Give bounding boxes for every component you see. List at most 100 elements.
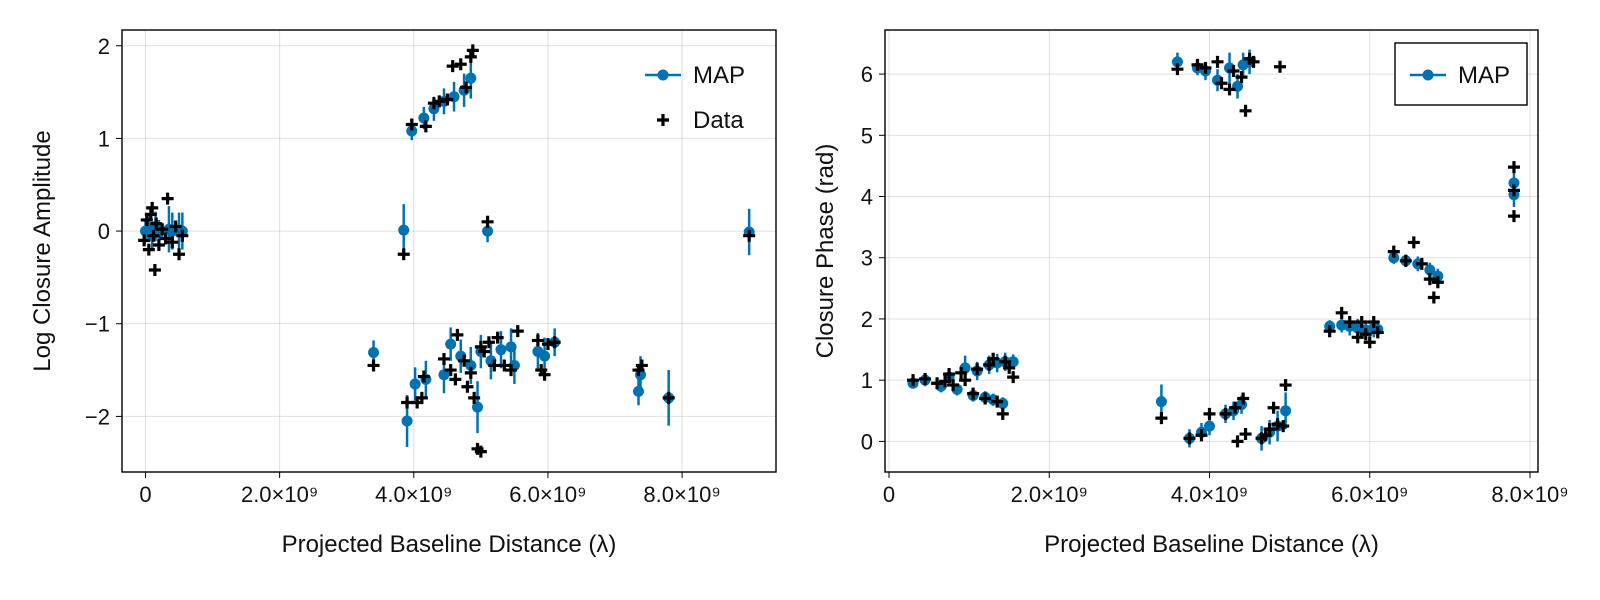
data-point <box>1367 316 1380 329</box>
data-point <box>1229 401 1242 414</box>
y-tick-label: −1 <box>85 312 110 337</box>
data-point <box>152 238 165 251</box>
data-point <box>491 331 504 344</box>
data-point <box>959 374 972 387</box>
data-point <box>1235 71 1248 84</box>
data-point <box>1215 77 1228 90</box>
y-tick-label: 2 <box>98 34 110 59</box>
data-point <box>991 395 1004 408</box>
data-point <box>401 396 414 409</box>
legend-circle-marker <box>1422 69 1434 81</box>
map-point <box>438 369 450 381</box>
x-tick-label: 0 <box>139 482 151 507</box>
data-point <box>1003 361 1016 374</box>
data-point <box>451 328 464 341</box>
data-point <box>662 391 675 404</box>
map-point <box>1388 252 1400 264</box>
map-point <box>418 112 430 124</box>
data-point <box>478 345 491 358</box>
data-point <box>148 263 161 276</box>
data-point <box>156 223 169 236</box>
data-point <box>1279 379 1292 392</box>
map-point <box>1155 396 1167 408</box>
map-point <box>401 415 413 427</box>
data-point <box>488 359 501 372</box>
data-point <box>464 366 477 379</box>
data-point <box>1507 161 1520 174</box>
data-point <box>367 359 380 372</box>
legend-circle-marker <box>657 69 669 81</box>
legend: MAP <box>1394 42 1528 106</box>
map-point <box>539 350 551 362</box>
data-point <box>1507 184 1520 197</box>
plot-frame <box>884 29 1539 473</box>
map-point <box>1171 56 1183 68</box>
data-point <box>419 120 432 133</box>
y-tick-label: 4 <box>861 185 873 210</box>
data-point <box>1191 58 1204 71</box>
data-point <box>999 355 1012 368</box>
data-point <box>1323 325 1336 338</box>
y-tick-label: 5 <box>861 123 873 148</box>
data-point <box>415 391 428 404</box>
data-point <box>511 325 524 338</box>
legend-label: MAP <box>693 62 745 89</box>
data-point <box>1351 331 1364 344</box>
data-point <box>1223 83 1236 96</box>
data-point <box>505 364 518 377</box>
data-point <box>1007 371 1020 384</box>
data-point <box>1335 306 1348 319</box>
data-point <box>955 366 968 379</box>
data-point <box>1259 429 1272 442</box>
y-tick-label: 1 <box>861 368 873 393</box>
map-point <box>1424 264 1436 276</box>
series-data <box>907 52 1520 448</box>
x-tick-label: 4.0×10⁹ <box>1171 482 1248 507</box>
data-point <box>983 358 996 371</box>
map-point <box>409 378 421 390</box>
data-point <box>919 372 932 385</box>
data-point <box>474 445 487 458</box>
data-point <box>161 192 174 205</box>
x-tick-label: 6.0×10⁹ <box>1331 482 1408 507</box>
data-point <box>481 215 494 228</box>
map-point <box>445 338 457 350</box>
data-point <box>138 234 151 247</box>
data-point <box>461 380 474 393</box>
data-point <box>458 354 471 367</box>
data-point <box>1171 63 1184 76</box>
x-tick-label: 2.0×10⁹ <box>1011 482 1088 507</box>
data-point <box>1237 392 1250 405</box>
data-point <box>397 248 410 261</box>
data-point <box>464 50 477 63</box>
data-point <box>743 229 756 242</box>
x-tick-label: 8.0×10⁹ <box>1491 482 1568 507</box>
data-point <box>1271 418 1284 431</box>
legend-plus-marker <box>657 114 669 126</box>
y-tick-label: −2 <box>85 404 110 429</box>
data-point <box>1231 435 1244 448</box>
data-point <box>147 229 160 242</box>
data-point <box>169 220 182 233</box>
y-tick-label: 0 <box>98 219 110 244</box>
data-point <box>1183 432 1196 445</box>
data-point <box>1363 336 1376 349</box>
map-point <box>406 125 418 137</box>
data-point <box>1423 273 1436 286</box>
data-point <box>1507 210 1520 223</box>
x-tick-label: 6.0×10⁹ <box>509 482 586 507</box>
closure-amplitude-panel: 0 2.0×10⁹ 4.0×10⁹ 6.0×10⁹ 8.0×10⁹ −2 −1 0 1 2 Proj… <box>29 29 777 558</box>
x-tick-label: 4.0×10⁹ <box>375 482 452 507</box>
data-point <box>1387 245 1400 258</box>
data-point <box>437 352 450 365</box>
data-point <box>1427 291 1440 304</box>
data-point <box>150 217 163 230</box>
map-point <box>368 346 380 358</box>
plot-frame <box>121 29 777 473</box>
data-point <box>907 374 920 387</box>
data-point <box>142 243 155 256</box>
map-point <box>997 397 1009 409</box>
data-point <box>1195 429 1208 442</box>
data-point <box>1203 407 1216 420</box>
data-point <box>1263 423 1276 436</box>
